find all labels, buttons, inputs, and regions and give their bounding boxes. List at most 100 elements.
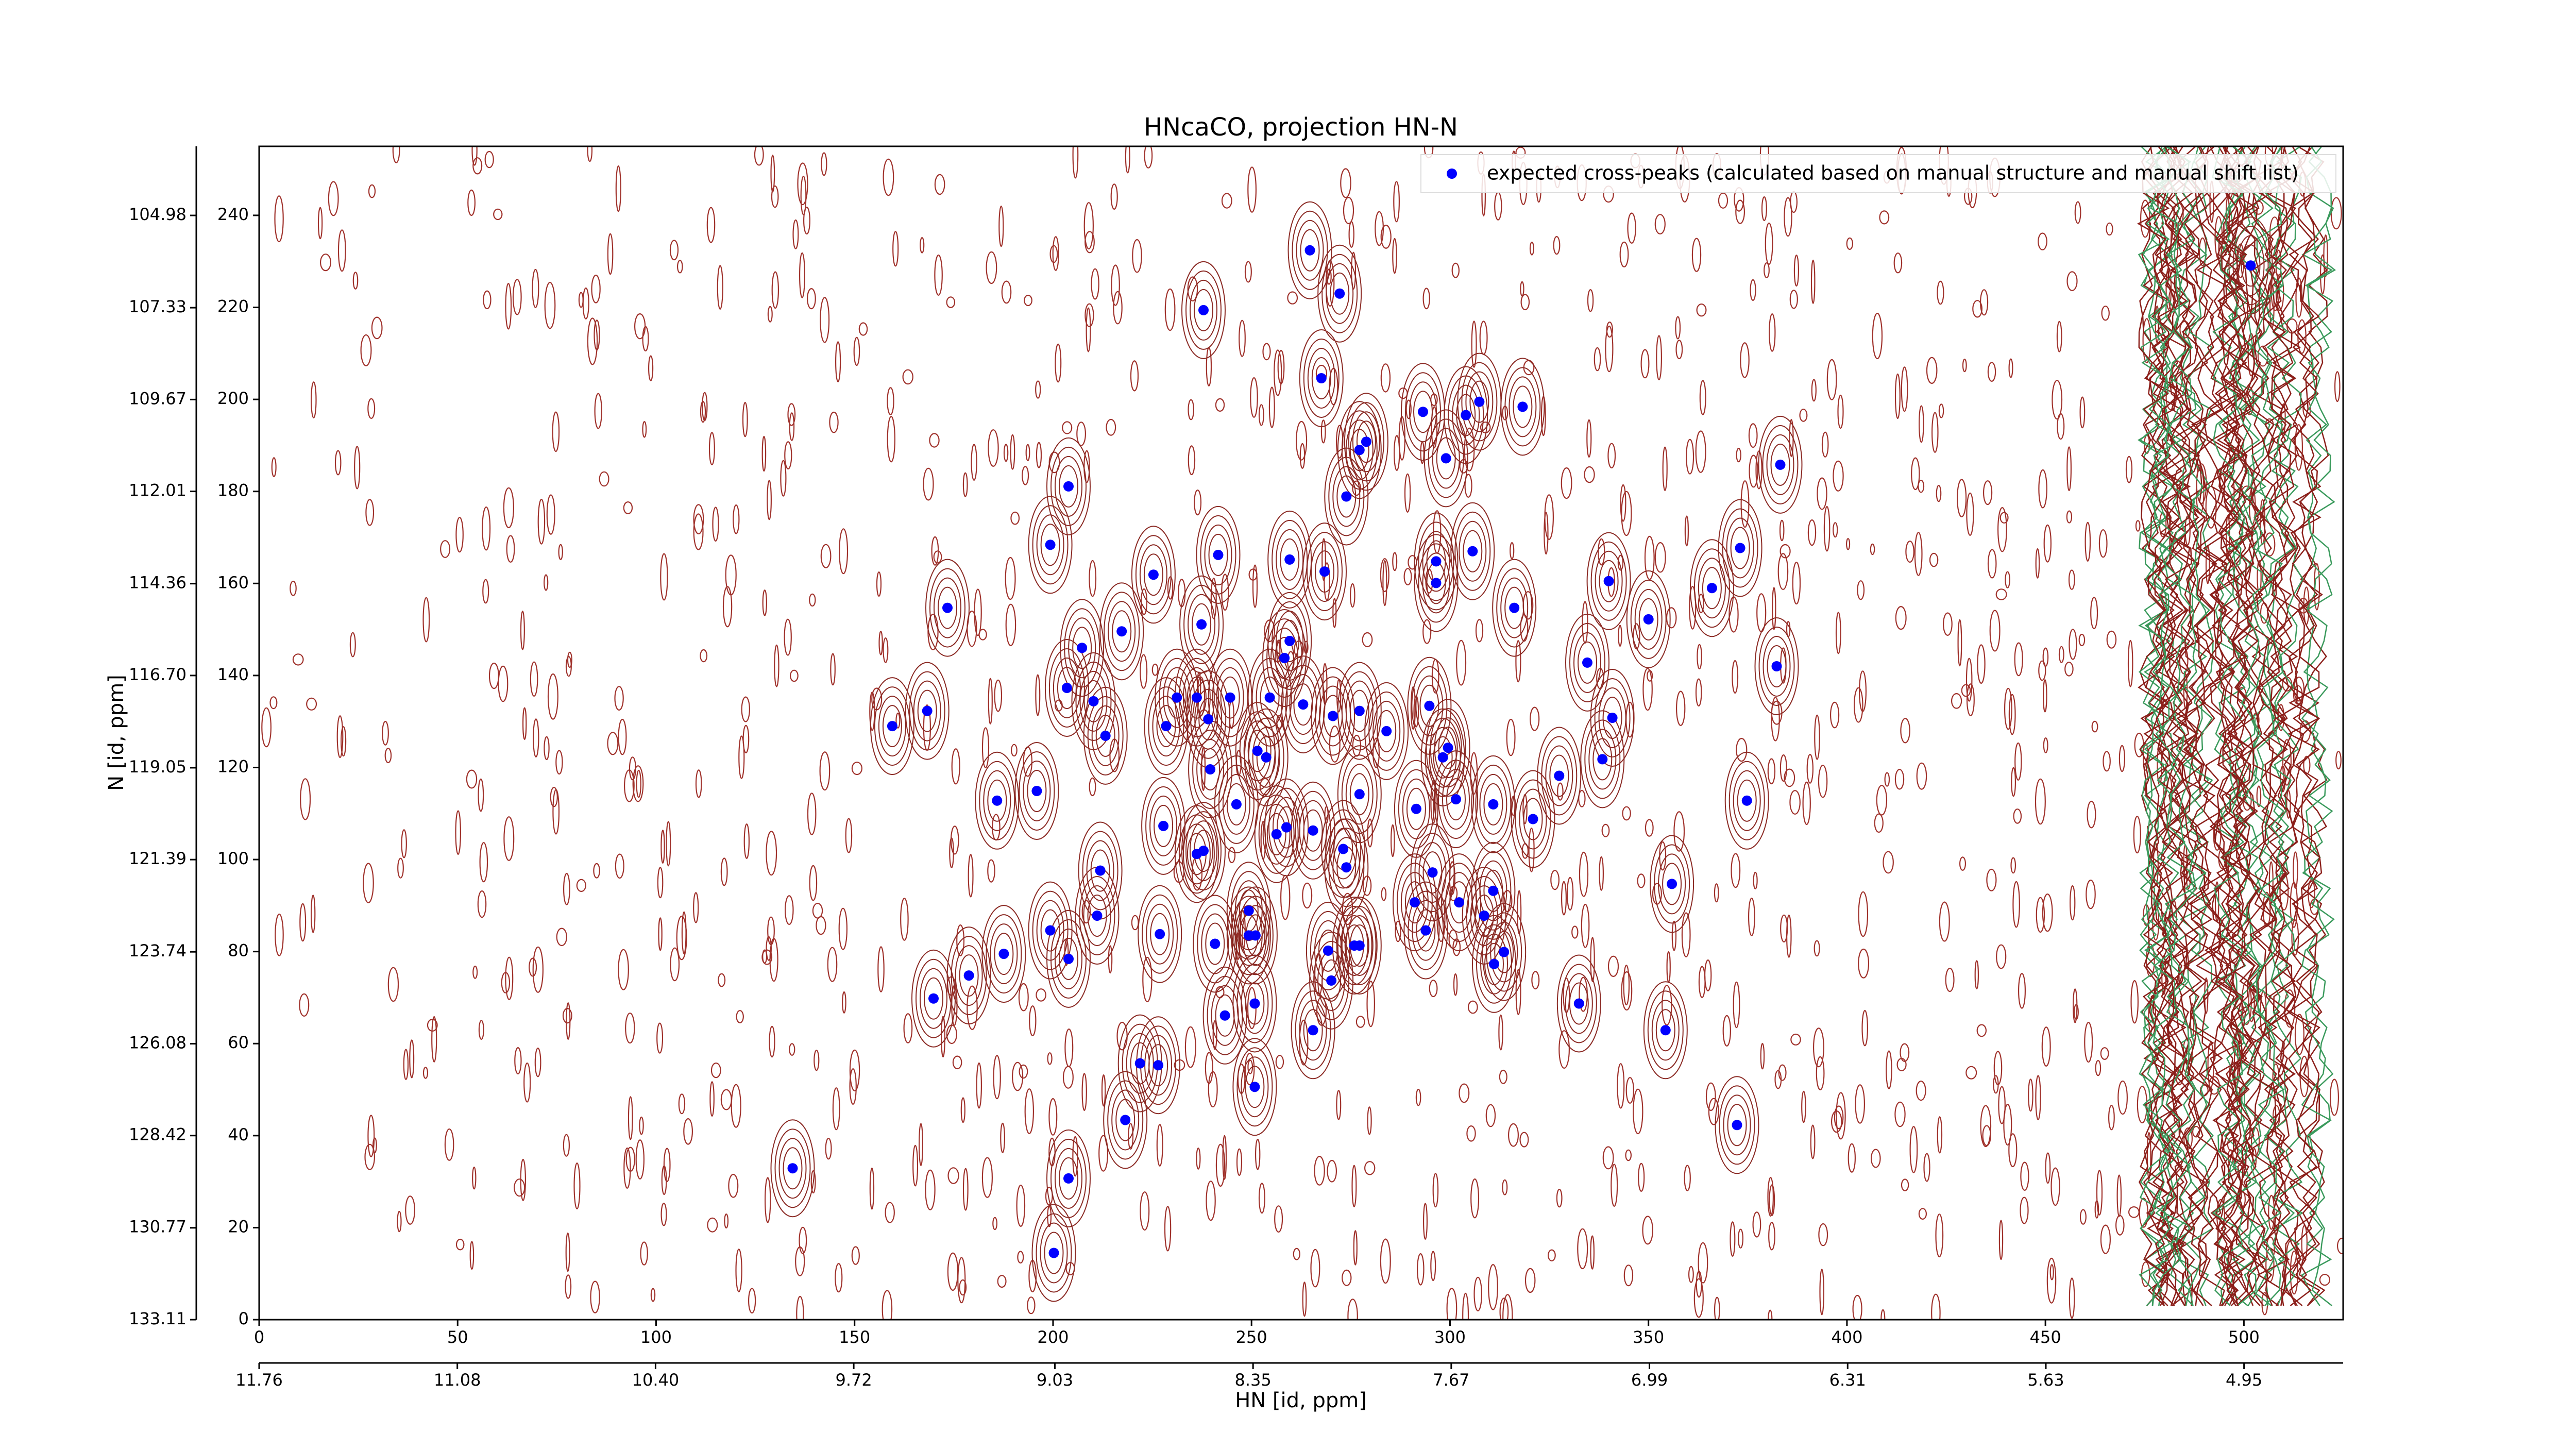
- legend-box: [1420, 154, 2336, 193]
- band-contour: [2267, 146, 2300, 1306]
- cross-peak: [1328, 711, 1338, 721]
- peak-contour: [1340, 915, 1368, 976]
- peak-contour: [1419, 684, 1439, 727]
- peak-contour: [979, 761, 1015, 840]
- cross-peak: [1474, 396, 1485, 407]
- peak-contour: [1594, 678, 1631, 757]
- noise-contour: [1698, 966, 1706, 998]
- noise-contour: [544, 282, 556, 329]
- x-axis-title: HN [id, ppm]: [1235, 1389, 1367, 1412]
- peak-contour: [1500, 577, 1529, 638]
- noise-contour: [1590, 1235, 1595, 1270]
- noise-contour: [1625, 1149, 1632, 1161]
- noise-contour: [1810, 259, 1816, 304]
- x-tick-label: 350: [1633, 1327, 1664, 1347]
- peak-contour: [1131, 526, 1176, 624]
- noise-contour: [1966, 492, 1974, 536]
- noise-contour: [678, 1093, 686, 1115]
- peak-contour: [1241, 905, 1269, 966]
- noise-contour: [1293, 1248, 1300, 1260]
- noise-contour: [1826, 359, 1837, 400]
- cross-peak: [1440, 453, 1451, 464]
- noise-contour: [2003, 1104, 2012, 1146]
- noise-contour: [1584, 466, 1595, 483]
- noise-contour: [660, 830, 665, 864]
- noise-contour: [2116, 1174, 2122, 1217]
- cross-peak: [1304, 245, 1315, 256]
- peak-contour: [1032, 890, 1069, 970]
- noise-contour: [1936, 484, 1942, 502]
- noise-contour: [1244, 1053, 1255, 1086]
- noise-contour: [1816, 1056, 1825, 1090]
- noise-contour: [2011, 767, 2016, 797]
- noise-contour: [1818, 1223, 1828, 1246]
- noise-contour: [900, 898, 909, 941]
- noise-contour: [1918, 480, 1925, 493]
- noise-contour: [1986, 868, 1997, 891]
- peak-contour: [1208, 533, 1228, 576]
- peak-contour: [1204, 524, 1232, 585]
- peak-contour: [1450, 502, 1495, 600]
- noise-contour: [1620, 484, 1626, 522]
- peak-contour: [1143, 553, 1163, 596]
- peak-contour: [1415, 675, 1444, 736]
- noise-contour: [1327, 1159, 1337, 1183]
- noise-contour: [1935, 1214, 1944, 1258]
- noise-contour: [1064, 1028, 1074, 1067]
- peak-contour: [1403, 881, 1448, 980]
- noise-contour: [1789, 790, 1801, 815]
- peak-contour: [1245, 1066, 1265, 1108]
- noise-contour: [1544, 494, 1554, 540]
- noise-contour: [981, 727, 990, 768]
- noise-contour: [722, 586, 733, 628]
- noise-contour: [918, 1123, 923, 1166]
- peak-contour: [1309, 931, 1354, 1030]
- peak-contour: [1087, 696, 1124, 776]
- x-tick-label: 50: [447, 1327, 468, 1347]
- noise-contour: [546, 494, 555, 535]
- peak-contour: [1326, 263, 1354, 324]
- x2-tick-label: 7.67: [1433, 1370, 1469, 1390]
- peak-contour: [1364, 682, 1409, 780]
- noise-contour: [1581, 903, 1590, 948]
- noise-contour: [1467, 1000, 1478, 1014]
- peak-contour: [1145, 786, 1182, 866]
- cross-peak: [1219, 1010, 1230, 1021]
- noise-contour: [769, 1025, 775, 1058]
- noise-contour: [962, 472, 968, 497]
- noise-contour: [780, 460, 787, 497]
- cross-peak: [1341, 862, 1352, 873]
- noise-contour: [797, 162, 808, 206]
- peak-contour: [1291, 781, 1335, 880]
- peak-contour: [1311, 357, 1331, 399]
- peak-contour: [1083, 686, 1128, 785]
- peak-contour: [1737, 779, 1757, 822]
- noise-contour: [809, 865, 818, 901]
- peak-contour: [1454, 511, 1491, 591]
- cross-peak: [928, 993, 939, 1004]
- noise-contour: [550, 786, 558, 807]
- noise-contour: [806, 288, 816, 310]
- peak-contour: [1214, 755, 1259, 853]
- noise-contour: [1778, 1064, 1787, 1081]
- peak-contour: [1215, 994, 1235, 1037]
- peak-contour: [1083, 885, 1111, 946]
- noise-contour: [733, 504, 740, 534]
- peak-contour: [975, 751, 1020, 850]
- peak-contour: [1148, 1044, 1168, 1087]
- noise-contour: [1351, 251, 1357, 290]
- noise-contour: [368, 184, 376, 198]
- noise-contour: [1091, 268, 1099, 300]
- peak-contour: [1262, 609, 1307, 707]
- peak-contour: [1356, 420, 1376, 463]
- noise-contour: [2018, 973, 2026, 1009]
- noise-contour: [552, 411, 560, 452]
- noise-contour: [1656, 335, 1663, 381]
- noise-contour: [2100, 1047, 2109, 1060]
- noise-contour: [1621, 491, 1632, 536]
- noise-contour: [2286, 789, 2291, 819]
- noise-contour: [1005, 557, 1016, 600]
- noise-contour: [2133, 816, 2141, 854]
- peak-contour: [1409, 381, 1437, 443]
